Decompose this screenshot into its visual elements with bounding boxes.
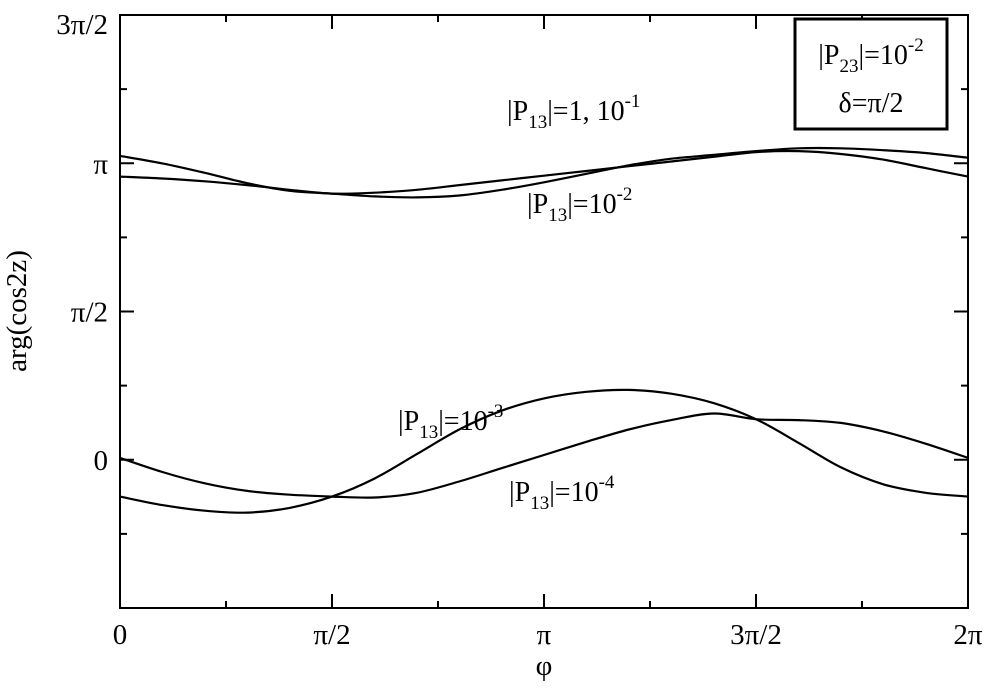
legend-frame: [793, 17, 949, 131]
series-line-2: [119, 146, 969, 199]
tick-labels: 0 π/2 π 3π/2 2π 0 π/2 π 3π/2: [56, 9, 983, 651]
x-tick-label: 2π: [953, 619, 983, 651]
annotation-p13-2: |P13|=10-2: [527, 184, 632, 226]
x-tick-label: π: [537, 619, 552, 651]
x-axis-label: φ: [536, 650, 553, 682]
x-tick-label: π/2: [313, 619, 350, 651]
series-line-1: [119, 149, 969, 195]
legend-line-1: |P23|=10-2: [818, 35, 923, 77]
y-tick-label: π/2: [71, 297, 108, 329]
y-tick-label: π: [93, 148, 108, 180]
y-axis-label: arg(cos2z): [1, 250, 33, 372]
x-tick-label: 0: [113, 619, 128, 651]
y-tick-label: 0: [94, 445, 109, 477]
series-line-4: [119, 412, 969, 499]
series-line-3: [119, 388, 969, 514]
legend-box: |P23|=10-2 δ=π/2: [793, 17, 949, 131]
annotation-p13-3: |P13|=10-3: [398, 401, 503, 443]
annotation-p13-1: |P13|=1, 10-1: [507, 91, 640, 133]
y-tick-label: 3π/2: [56, 9, 108, 41]
series-group: [119, 146, 969, 514]
legend-line-2: δ=π/2: [839, 88, 904, 119]
x-tick-label: 3π/2: [730, 619, 782, 651]
annotation-p13-4: |P13|=10-4: [509, 472, 615, 514]
ticks: [119, 14, 969, 608]
